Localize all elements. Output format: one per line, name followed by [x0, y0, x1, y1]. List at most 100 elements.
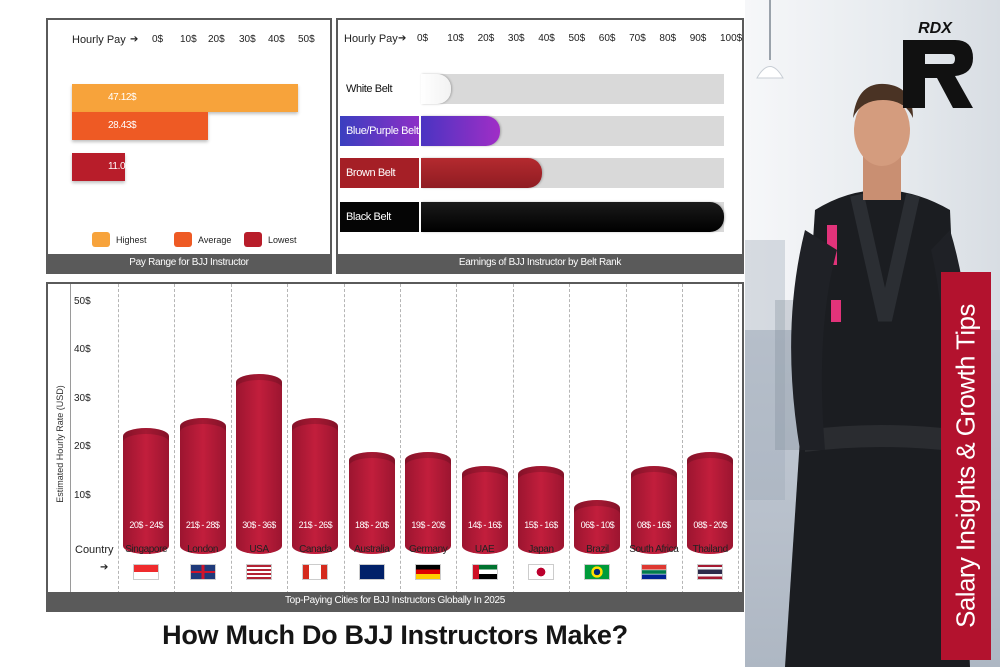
city-name: Japan: [528, 544, 554, 555]
belt-label: Blue/Purple Belt: [340, 116, 419, 146]
city-range-label: 21$ - 28$: [185, 520, 220, 530]
country-flag-icon: [415, 564, 442, 580]
city-bar: [687, 451, 734, 554]
cities-ytick: 20$: [74, 441, 91, 452]
pay-range-tick: 10$: [180, 34, 197, 45]
cities-ytick: 40$: [74, 344, 91, 355]
cities-column-divider: [118, 284, 119, 594]
pay-range-axis-arrow: ➔: [130, 34, 139, 45]
cities-column-divider: [400, 284, 401, 594]
belt-tick: 60$: [598, 33, 616, 44]
brand-logo-text: RDX: [918, 20, 952, 37]
cities-ytick: 30$: [74, 392, 91, 404]
city-range-label: 06$ - 10$: [580, 520, 615, 530]
city-range-label: 30$ - 36$: [242, 520, 276, 530]
pay-range-tick: 20$: [208, 34, 225, 45]
belt-label: Brown Belt: [340, 158, 419, 188]
cities-axis-line: [70, 284, 71, 594]
pay-range-tick: 50$: [298, 34, 315, 45]
city-bar: [518, 466, 564, 554]
city-range-label: 19$ - 20$: [411, 520, 445, 530]
belt-tick: 10$: [447, 33, 464, 44]
belt-tick: 100$: [720, 33, 743, 44]
belt-tick: 80$: [659, 33, 677, 44]
city-bar: [405, 451, 452, 554]
cities-column-divider: [569, 284, 571, 594]
city-range-label: 18$ - 20$: [355, 520, 389, 530]
country-flag-icon: [528, 564, 554, 580]
belt-axis-arrow: ➔: [398, 33, 407, 44]
cities-ytick: 50$: [74, 295, 91, 307]
city-name: Brazil: [586, 544, 609, 555]
pay-range-chart: Hourly Pay ➔ 0$ 10$ 20$ 30$ 40$ 50$ 47.12$ 28.…: [46, 18, 332, 274]
cities-ytick: 10$: [74, 489, 91, 501]
legend-swatch: [92, 232, 110, 247]
country-flag-icon: [584, 564, 611, 580]
city-bar: [348, 451, 395, 554]
belt-label: White Belt: [340, 74, 419, 104]
legend-swatch: [244, 232, 262, 247]
city-bar: [630, 466, 677, 554]
country-flag-icon: [640, 564, 667, 580]
country-flag-icon: [189, 564, 216, 580]
legend-label: Average: [198, 235, 232, 245]
legend-label: Lowest: [268, 235, 297, 245]
pay-range-tick: 30$: [239, 34, 256, 45]
pay-range-tick: 40$: [268, 34, 285, 45]
brand-logo: RDX: [895, 20, 975, 110]
headline: How Much Do BJJ Instructors Make?: [162, 620, 628, 650]
belt-tick: 70$: [629, 33, 646, 44]
country-flag-icon: [358, 564, 385, 580]
belt-tick: 0$: [417, 33, 429, 44]
cities-column-divider: [738, 284, 740, 594]
pay-range-value-label: 28.43$: [108, 120, 137, 131]
belt-label: Black Belt: [340, 202, 419, 232]
city-bar: [461, 466, 508, 554]
country-flag-icon: [471, 564, 498, 580]
city-name: South Africa: [629, 544, 679, 555]
pay-range-tick: 0$: [152, 34, 164, 45]
country-row-label: Country: [75, 544, 114, 556]
cities-column-divider: [287, 284, 289, 594]
cities-chart: Estimated Hourly Rate (USD) 10$ 20$ 30$ 40$…: [46, 282, 744, 612]
city-range-label: 20$ - 24$: [129, 520, 163, 530]
country-flag-icon: [302, 564, 329, 580]
city-name: UAE: [474, 544, 495, 555]
city-name: USA: [249, 544, 269, 555]
country-flag-icon: [697, 564, 724, 580]
belt-track: [421, 74, 724, 104]
city-bar: [574, 500, 621, 554]
pay-range-axis-header: Hourly Pay: [72, 34, 126, 46]
city-name: Australia: [354, 544, 390, 555]
pay-range-bar: 47.12$: [72, 84, 299, 112]
cities-title: Top-Paying Cities for BJJ Instructors Gl…: [48, 592, 742, 610]
city-name: London: [187, 544, 219, 555]
pay-range-bar: 28.43$: [72, 112, 209, 140]
cities-column-divider: [512, 284, 514, 594]
belt-tick: 90$: [689, 33, 707, 44]
rdx-r-icon: [903, 40, 973, 108]
cities-column-divider: [625, 284, 627, 594]
city-range-label: 08$ - 16$: [637, 520, 671, 530]
city-name: Canada: [299, 544, 332, 555]
city-range-label: 15$ - 16$: [524, 520, 558, 530]
pay-range-title: Pay Range for BJJ Instructor: [48, 254, 330, 272]
city-bar: [292, 417, 339, 554]
belt-bar: [421, 158, 543, 188]
side-banner-text: Salary Insights & Growth Tips: [950, 304, 981, 628]
cities-column-divider: [174, 284, 176, 594]
city-bar: [179, 417, 226, 554]
belt-tick: 40$: [538, 33, 555, 44]
belt-tick: 30$: [507, 33, 525, 44]
city-name: Germany: [409, 544, 448, 555]
legend-swatch: [174, 232, 192, 247]
cities-ylabel: Estimated Hourly Rate (USD): [55, 385, 65, 503]
belt-tick: 20$: [477, 33, 495, 44]
belt-bar: [421, 74, 452, 104]
country-flag-icon: [246, 564, 272, 580]
pay-range-value-label: 11.06$: [108, 161, 136, 172]
city-name: Singapore: [125, 544, 168, 555]
belt-bar: [421, 116, 500, 146]
pay-range-value-label: 47.12$: [108, 92, 137, 103]
belt-tick: 50$: [568, 33, 586, 44]
